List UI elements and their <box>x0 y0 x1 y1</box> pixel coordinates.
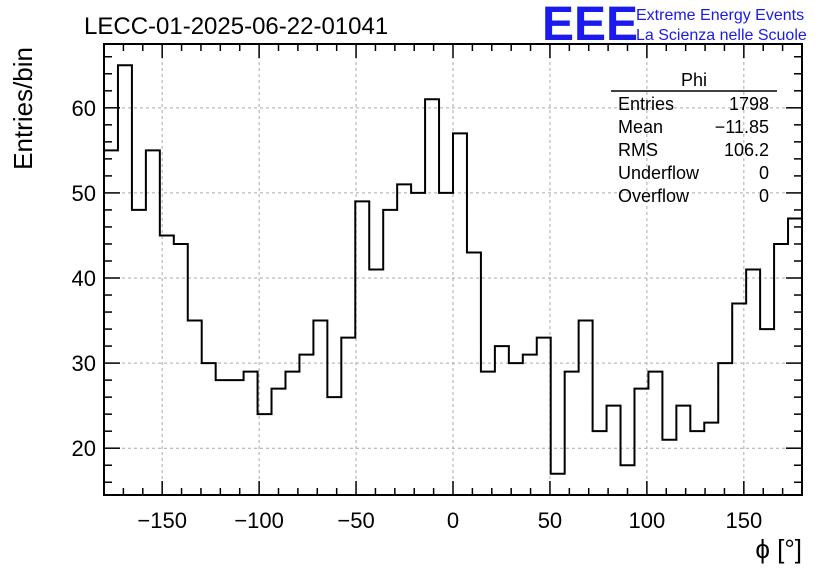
x-tick-label: −50 <box>337 508 374 533</box>
stats-value: 0 <box>759 163 769 183</box>
y-tick-label: 20 <box>72 436 96 461</box>
histogram-line <box>104 64 802 475</box>
chart-title: LECC-01-2025-06-22-01041 <box>84 13 388 40</box>
y-tick-label: 60 <box>72 96 96 121</box>
stats-box: Phi Entries 1798 Mean −11.85 RMS 106.2 Underfl… <box>611 70 777 206</box>
x-tick-label: −100 <box>234 508 284 533</box>
stats-value: −11.85 <box>715 117 769 137</box>
x-tick-label: 150 <box>725 508 762 533</box>
x-tick-labels: −150 −100 −50 0 50 100 150 <box>137 508 762 533</box>
stats-label: Underflow <box>618 163 700 183</box>
grid-lines <box>104 44 802 495</box>
stats-value: 106.2 <box>724 140 769 160</box>
y-tick-label: 30 <box>72 351 96 376</box>
logo-line-2: La Scienza nelle Scuole <box>636 27 807 44</box>
x-tick-label: 0 <box>447 508 459 533</box>
y-tick-labels: 20 30 40 50 60 <box>72 96 96 461</box>
y-tick-label: 50 <box>72 181 96 206</box>
stats-rows: Entries 1798 Mean −11.85 RMS 106.2 Underflow 0 O… <box>618 94 769 206</box>
logo-line-1: Extreme Energy Events <box>636 7 804 24</box>
stats-title: Phi <box>681 70 707 90</box>
stats-value: 1798 <box>729 94 769 114</box>
stats-label: Mean <box>618 117 663 137</box>
y-tick-label: 40 <box>72 266 96 291</box>
logo-letters: EEE <box>542 0 638 51</box>
x-axis-title: ϕ [°] <box>755 534 802 564</box>
eee-logo: EEE Extreme Energy Events La Scienza nel… <box>542 0 807 51</box>
x-tick-label: 100 <box>629 508 666 533</box>
x-tick-label: −150 <box>137 508 187 533</box>
axis-ticks <box>103 44 803 495</box>
stats-label: RMS <box>618 140 658 160</box>
stats-label: Entries <box>618 94 674 114</box>
y-axis-title: Entries/bin <box>8 47 38 170</box>
x-tick-label: 50 <box>538 508 562 533</box>
stats-label: Overflow <box>618 186 690 206</box>
stats-value: 0 <box>759 186 769 206</box>
